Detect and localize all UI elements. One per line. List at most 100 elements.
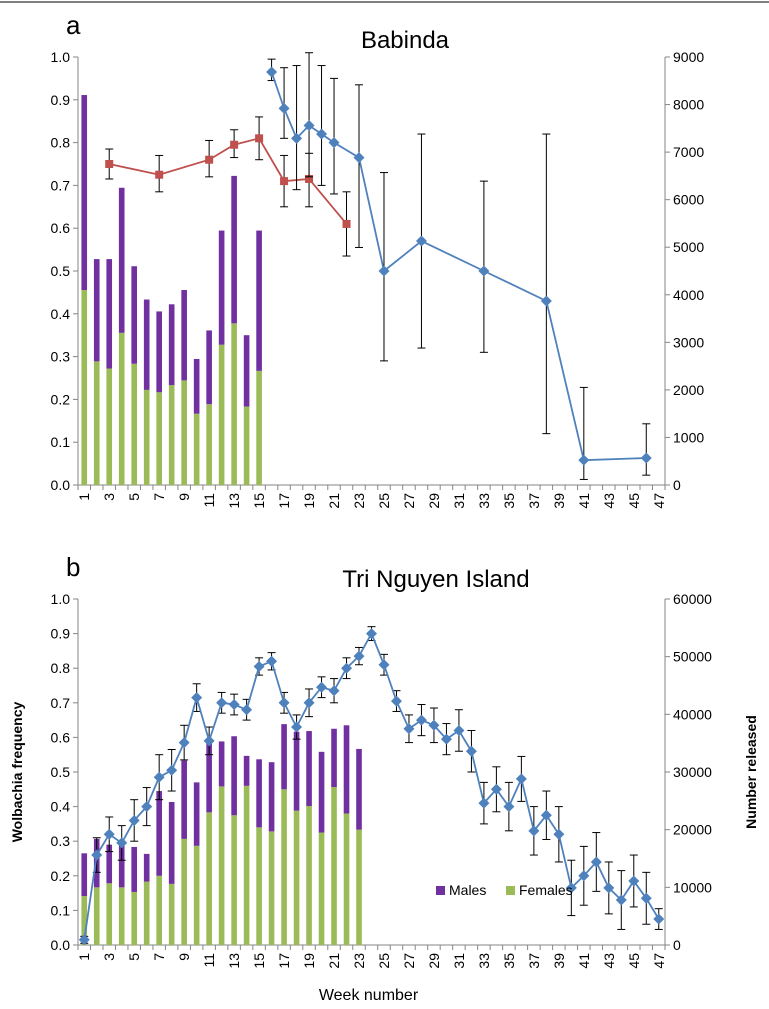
- x-tick-label: 3: [101, 493, 117, 501]
- bar-females: [168, 883, 175, 945]
- series-point-blue: [378, 659, 390, 671]
- bar-females: [256, 827, 262, 945]
- series-point-blue: [440, 733, 452, 745]
- legend-swatch-females: [506, 886, 515, 895]
- x-tick-label: 45: [626, 953, 642, 969]
- bar-females: [118, 887, 125, 945]
- series-point-blue: [316, 128, 328, 140]
- bar-females: [118, 332, 125, 485]
- y-left-tick-label: 0.7: [51, 695, 71, 711]
- bar-females: [181, 838, 187, 945]
- y-left-axis-title: Wolbachia frequency: [9, 702, 25, 843]
- bar-females: [156, 392, 162, 485]
- y-right-tick-label: 40000: [673, 706, 712, 722]
- x-tick-label: 7: [151, 493, 167, 501]
- bar-males: [81, 95, 88, 291]
- series-point-blue: [490, 783, 502, 795]
- bar-males: [218, 741, 225, 787]
- series-point-blue: [565, 882, 577, 894]
- series-point-red: [255, 134, 264, 143]
- series-point-blue: [615, 894, 627, 906]
- bar-females: [193, 413, 200, 485]
- bar-males: [168, 304, 175, 386]
- series-point-blue: [303, 119, 315, 131]
- x-tick-label: 1: [76, 953, 92, 961]
- series-point-blue: [378, 265, 390, 277]
- bar-females: [218, 786, 225, 945]
- y-right-tick-label: 5000: [673, 239, 704, 255]
- y-left-tick-label: 1.0: [51, 49, 71, 65]
- series-point-blue: [353, 152, 365, 164]
- bar-males: [181, 760, 187, 839]
- series-point-red: [155, 170, 164, 179]
- legend-swatch-males: [436, 886, 445, 895]
- bar-males: [93, 259, 100, 362]
- series-point-blue: [478, 265, 490, 277]
- series-point-blue: [203, 735, 215, 747]
- x-tick-label: 21: [326, 953, 342, 969]
- x-tick-label: 39: [551, 953, 567, 969]
- series-point-blue: [465, 745, 477, 757]
- series-point-red: [305, 174, 314, 183]
- series-point-blue: [578, 454, 590, 466]
- bar-females: [356, 829, 362, 945]
- y-right-tick-label: 6000: [673, 192, 704, 208]
- x-tick-label: 19: [301, 953, 317, 969]
- bar-females: [93, 361, 100, 485]
- bar-males: [343, 725, 350, 814]
- bar-females: [168, 385, 175, 485]
- y-left-tick-label: 0.4: [51, 799, 71, 815]
- series-point-blue: [540, 295, 552, 307]
- bar-females: [131, 363, 138, 485]
- series-point-blue: [153, 771, 165, 783]
- series-point-blue: [403, 723, 415, 735]
- series-point-blue: [653, 913, 665, 925]
- bar-males: [356, 748, 362, 830]
- y-left-tick-label: 0.2: [51, 868, 71, 884]
- series-point-red: [280, 177, 289, 186]
- bar-males: [193, 782, 200, 846]
- series-point-blue: [241, 704, 253, 716]
- panel-a-chart: a Babinda 0.0 0.1 0.2 0.3 0.4 0.5 0.6 0.7 0.8 0.9 1.…: [51, 10, 705, 509]
- series-point-red: [230, 140, 239, 149]
- y-right-tick-label: 30000: [673, 764, 712, 780]
- bar-males: [206, 741, 212, 813]
- bar-males: [143, 299, 150, 390]
- bar-males: [218, 230, 225, 345]
- y-right-tick-label: 0: [673, 477, 681, 493]
- bar-males: [131, 266, 138, 364]
- series-point-blue: [553, 828, 565, 840]
- bar-females: [318, 832, 325, 945]
- bar-males: [206, 330, 212, 405]
- series-line-red: [109, 137, 348, 225]
- bar-females: [206, 404, 212, 485]
- bar-females: [206, 812, 212, 945]
- x-tick-label: 19: [301, 493, 317, 509]
- x-tick-label: 5: [126, 953, 142, 961]
- bar-females: [93, 887, 100, 945]
- x-tick-label: 27: [401, 953, 417, 969]
- x-tick-label: 5: [126, 493, 142, 501]
- series-point-blue: [540, 809, 552, 821]
- series-point-blue: [341, 662, 353, 674]
- bar-males: [318, 751, 325, 833]
- x-tick-label: 3: [101, 953, 117, 961]
- bar-females: [256, 370, 262, 485]
- x-tick-label: 37: [526, 493, 542, 509]
- series-point-blue: [578, 870, 590, 882]
- x-tick-label: 13: [226, 953, 242, 969]
- x-tick-label: 35: [501, 493, 517, 509]
- y-right-tick-label: 7000: [673, 144, 704, 160]
- series-point-blue: [78, 934, 90, 946]
- series-point-blue: [503, 801, 515, 813]
- x-tick-label: 15: [251, 953, 267, 969]
- x-tick-label: 41: [576, 953, 592, 969]
- bar-females: [293, 810, 300, 945]
- series-point-blue: [266, 66, 278, 78]
- series-point-blue: [103, 828, 115, 840]
- series-point-blue: [303, 697, 315, 709]
- bar-females: [243, 785, 250, 945]
- y-left-tick-label: 0.5: [51, 263, 71, 279]
- legend-label-females: Females: [519, 882, 573, 898]
- bar-males: [256, 759, 262, 828]
